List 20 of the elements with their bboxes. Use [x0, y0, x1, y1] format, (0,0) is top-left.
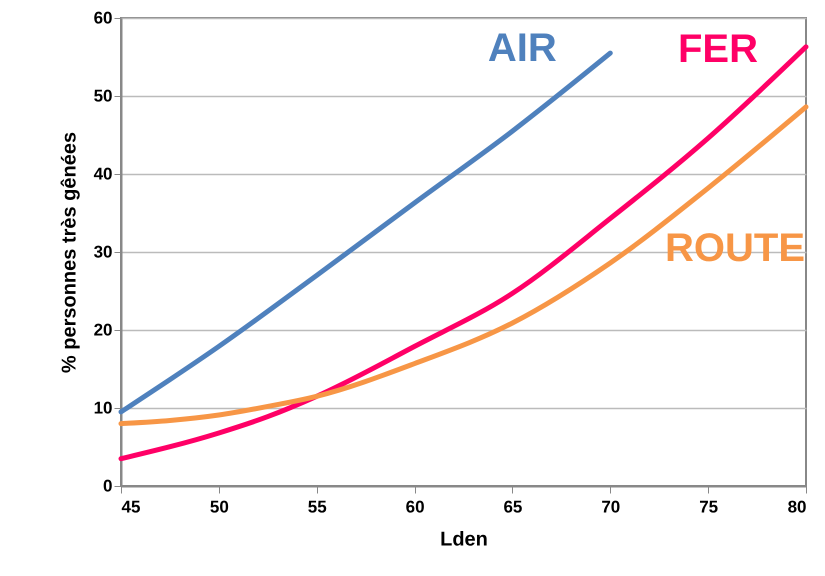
x-tick-label: 75	[699, 498, 718, 516]
x-tick-label: 50	[210, 498, 229, 516]
x-tick-label: 55	[308, 498, 327, 516]
y-tick-label: 40	[94, 164, 112, 184]
x-tick-label: 45	[122, 498, 140, 516]
series-label: FER	[678, 26, 758, 71]
y-tick-label: 20	[94, 320, 112, 340]
y-tick-label: 30	[94, 242, 112, 262]
x-axis-title: Lden	[440, 528, 488, 550]
x-tick-label: 65	[503, 498, 522, 516]
y-tick-label: 0	[103, 476, 112, 496]
x-tick-label: 70	[601, 498, 620, 516]
x-tick-label: 80	[788, 498, 806, 516]
series-label: AIR	[488, 26, 557, 70]
series-label: ROUTE	[665, 226, 805, 270]
x-tick-label: 60	[406, 498, 425, 516]
y-tick-label: 50	[94, 86, 112, 106]
y-tick-label: 10	[94, 398, 112, 418]
y-axis-title: % personnes très gênées	[58, 132, 81, 374]
y-tick-label: 60	[94, 8, 112, 28]
